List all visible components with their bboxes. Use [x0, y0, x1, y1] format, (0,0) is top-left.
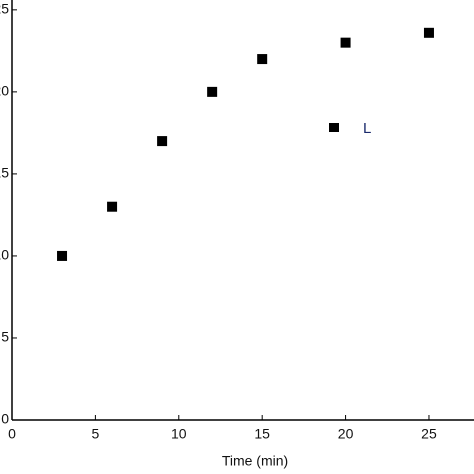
x-tick-label: 20 [338, 426, 354, 442]
y-tick-label: 5 [1, 329, 9, 345]
point [207, 86, 218, 97]
point [107, 201, 118, 212]
x-axis-label: Time (min) [222, 453, 288, 469]
x-tick-label: 10 [171, 426, 187, 442]
y-tick-label: 20 [0, 83, 9, 99]
y-tick-label: 25 [0, 1, 9, 17]
x-tick-label: 0 [8, 426, 16, 442]
point [157, 136, 168, 147]
point [57, 250, 68, 261]
x-tick-label: 5 [91, 426, 99, 442]
legend-marker [329, 123, 339, 132]
y-tick-label: 10 [0, 247, 9, 263]
point [423, 27, 434, 38]
y-tick-label: 15 [0, 165, 9, 181]
x-tick-label: 25 [421, 426, 437, 442]
legend-label: L [363, 120, 371, 137]
point [340, 37, 351, 48]
y-tick-label: 0 [1, 411, 9, 427]
point [257, 54, 268, 65]
x-tick-label: 15 [254, 426, 270, 442]
